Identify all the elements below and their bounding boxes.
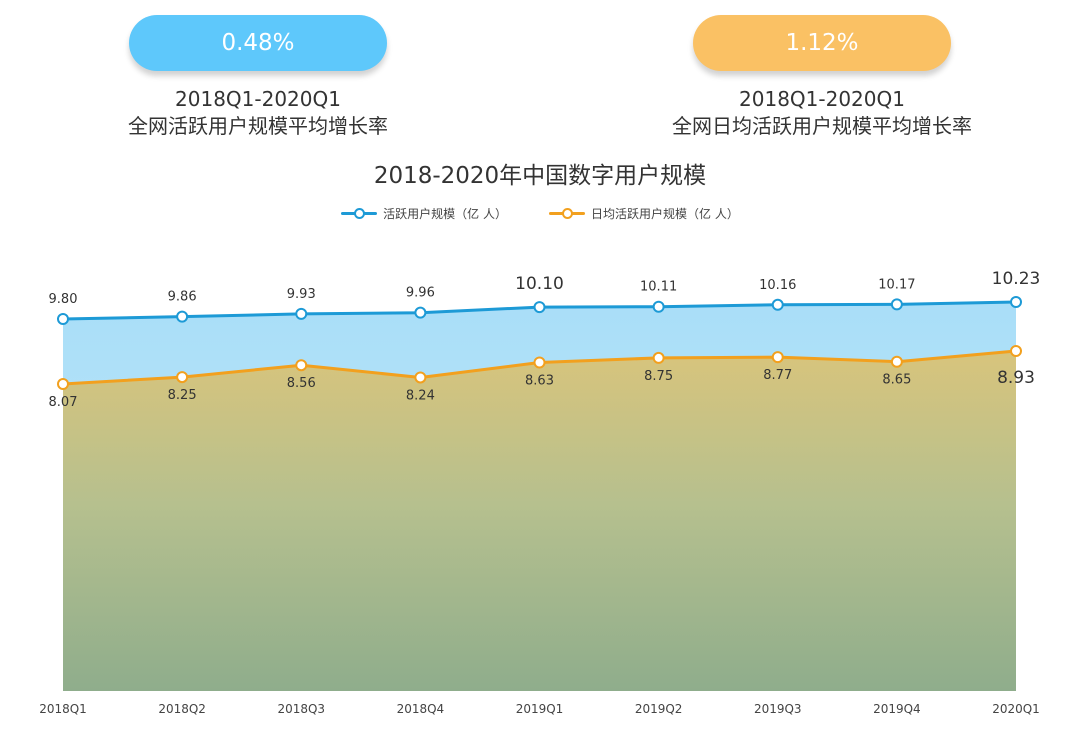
daily-active-users-point	[414, 371, 427, 384]
active-users-data-label: 10.10	[515, 274, 564, 294]
legend-item-daily-active-users: 日均活跃用户规模（亿 人）	[549, 205, 739, 222]
daily-active-users-point	[652, 351, 665, 364]
active-users-period: 2018Q1-2020Q1	[175, 87, 341, 111]
active-users-point	[176, 310, 189, 323]
daily-active-users-data-label: 8.75	[644, 369, 673, 384]
active-users-point	[295, 307, 308, 320]
x-tick-label: 2018Q1	[39, 702, 87, 716]
daily-active-users-point	[771, 351, 784, 364]
legend-line-marker-orange	[549, 208, 585, 219]
active-users-growth-label: 全网活跃用户规模平均增长率	[128, 114, 388, 138]
active-users-data-label: 9.93	[287, 287, 316, 302]
daily-active-users-point	[890, 355, 903, 368]
x-tick-label: 2018Q3	[277, 702, 325, 716]
legend-item-active-users: 活跃用户规模（亿 人）	[341, 205, 507, 222]
daily-active-users-data-label: 8.25	[168, 388, 197, 403]
legend-label-daily-active-users: 日均活跃用户规模（亿 人）	[591, 207, 739, 221]
active-users-point	[771, 298, 784, 311]
daily-active-users-data-label: 8.63	[525, 374, 554, 389]
active-users-point	[652, 300, 665, 313]
stat-card-daily-active-users: 1.12% 2018Q1-2020Q1 全网日均活跃用户规模平均增长率	[612, 15, 1032, 140]
daily-active-users-point	[176, 371, 189, 384]
x-tick-label: 2019Q4	[873, 702, 921, 716]
daily-active-users-point	[295, 359, 308, 372]
active-users-point	[57, 313, 69, 325]
daily-active-users-area	[63, 351, 1016, 691]
daily-active-users-data-label: 8.77	[763, 368, 792, 383]
daily-active-users-period: 2018Q1-2020Q1	[739, 87, 905, 111]
active-users-data-label: 9.96	[406, 286, 435, 301]
daily-active-users-data-label: 8.07	[49, 395, 78, 410]
daily-active-users-point	[57, 378, 69, 390]
active-users-data-label: 10.23	[992, 269, 1041, 289]
legend-line-marker-blue	[341, 208, 378, 219]
x-tick-label: 2019Q1	[516, 702, 564, 716]
stat-card-active-users: 0.48% 2018Q1-2020Q1 全网活跃用户规模平均增长率	[48, 15, 468, 140]
daily-active-users-data-label: 8.65	[882, 373, 911, 388]
active-users-point	[1010, 296, 1022, 308]
legend-label-active-users: 活跃用户规模（亿 人）	[383, 207, 507, 221]
x-tick-label: 2020Q1	[992, 702, 1040, 716]
active-users-data-label: 9.86	[168, 290, 197, 305]
active-users-data-label: 10.16	[759, 278, 796, 293]
active-users-point	[890, 298, 903, 311]
daily-active-users-data-label: 8.93	[997, 368, 1035, 388]
active-users-data-label: 9.80	[49, 292, 78, 307]
daily-active-users-growth-value: 1.12%	[693, 15, 951, 71]
daily-active-users-data-label: 8.56	[287, 376, 316, 391]
active-users-point	[533, 301, 546, 314]
active-users-point	[414, 306, 427, 319]
daily-active-users-growth-label: 全网日均活跃用户规模平均增长率	[672, 114, 972, 138]
daily-active-users-point	[1010, 345, 1022, 357]
active-users-data-label: 10.17	[878, 277, 915, 292]
daily-active-users-point	[533, 356, 546, 369]
chart-title: 2018-2020年中国数字用户规模	[373, 163, 707, 189]
active-users-growth-value: 0.48%	[129, 15, 387, 71]
chart-legend: 活跃用户规模（亿 人） 日均活跃用户规模（亿 人）	[0, 205, 1080, 222]
x-tick-label: 2019Q3	[754, 702, 802, 716]
x-tick-label: 2018Q2	[158, 702, 206, 716]
active-users-data-label: 10.11	[640, 280, 677, 295]
x-tick-label: 2019Q2	[635, 702, 683, 716]
x-tick-label: 2018Q4	[397, 702, 445, 716]
daily-active-users-data-label: 8.24	[406, 388, 435, 403]
